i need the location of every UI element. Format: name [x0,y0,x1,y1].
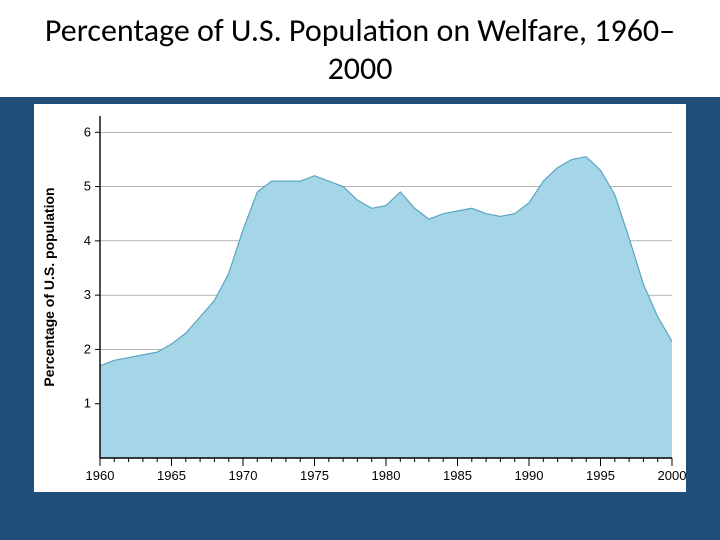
x-tick-label: 1970 [229,468,258,483]
x-tick-label: 1990 [515,468,544,483]
y-tick-label: 2 [84,341,91,356]
chart-panel: 1 2 3 4 5 6 1960 1965 1970 1975 1980 1985 1990 1995 20… [34,104,686,492]
y-tick-label: 5 [84,179,91,194]
y-tick-label: 1 [84,396,91,411]
slide-background: Percentage of U.S. Population on Welfare… [0,0,720,540]
x-tick-label: 1980 [372,468,401,483]
title-container: Percentage of U.S. Population on Welfare… [0,0,720,97]
x-tick-label: 2000 [658,468,686,483]
y-tick-label: 3 [84,287,91,302]
x-tick-label: 1960 [86,468,115,483]
y-tick-label: 6 [84,124,91,139]
y-axis-label: Percentage of U.S. population [41,187,57,386]
x-tick-label: 1965 [157,468,186,483]
x-tick-label: 1995 [586,468,615,483]
x-tick-label: 1975 [300,468,329,483]
slide-title: Percentage of U.S. Population on Welfare… [40,12,680,89]
x-tick-label: 1985 [443,468,472,483]
welfare-area-chart: 1 2 3 4 5 6 1960 1965 1970 1975 1980 1985 1990 1995 20… [34,104,686,492]
y-tick-label: 4 [84,233,91,248]
